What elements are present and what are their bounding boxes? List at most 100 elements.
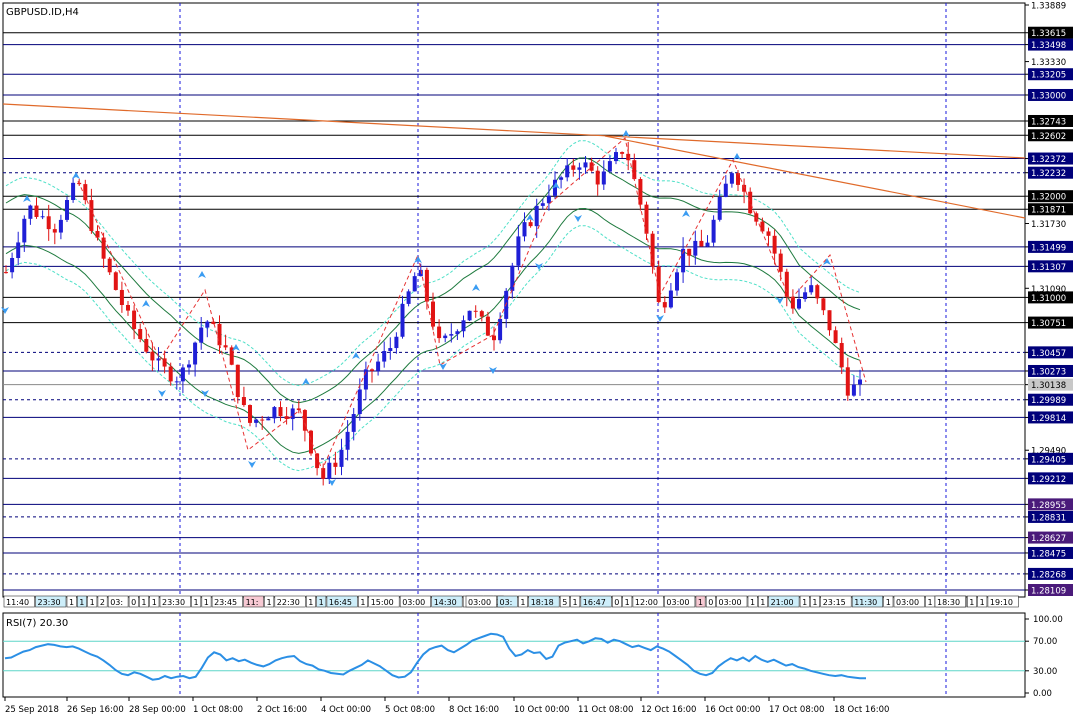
bear-candle bbox=[211, 321, 216, 324]
bear-candle bbox=[424, 269, 429, 302]
bear-candle bbox=[34, 205, 39, 217]
time-axis-label: 4 Oct 00:00 bbox=[321, 705, 371, 715]
bull-candle bbox=[522, 222, 527, 237]
fractal-up-arrow bbox=[733, 153, 741, 160]
session-tag-label: 18:18 bbox=[531, 598, 554, 607]
bull-candle bbox=[540, 203, 545, 206]
time-axis-label: 1 Oct 08:00 bbox=[193, 705, 243, 715]
bull-candle bbox=[461, 320, 466, 332]
bear-candle bbox=[431, 301, 435, 327]
price-label-badge bbox=[1028, 546, 1073, 559]
price-label-badge bbox=[1028, 129, 1073, 142]
price-label-badge bbox=[1028, 203, 1073, 216]
session-tag bbox=[66, 595, 77, 608]
price-axis-label: 1.29490 bbox=[1031, 447, 1066, 457]
bull-candle bbox=[559, 177, 564, 180]
session-tag-label: 03: bbox=[110, 598, 123, 607]
price-axis-label: 1.33498 bbox=[1031, 41, 1066, 51]
session-tag bbox=[274, 595, 306, 608]
fractal-up-arrow bbox=[198, 271, 206, 278]
session-tag bbox=[107, 595, 129, 608]
bear-candle bbox=[437, 326, 442, 339]
bull-candle bbox=[729, 173, 734, 184]
price-axis-label: 1.31307 bbox=[1031, 263, 1066, 273]
fractal-up-arrow bbox=[352, 352, 360, 359]
session-tag-label: 1 bbox=[698, 598, 703, 607]
price-label-badge bbox=[1028, 364, 1073, 377]
bear-candle bbox=[309, 430, 313, 454]
price-axis-label: 1.30138 bbox=[1031, 381, 1066, 391]
bear-candle bbox=[485, 316, 490, 336]
bear-candle bbox=[766, 231, 771, 236]
session-tag-label: 22:30 bbox=[277, 598, 300, 607]
session-tag bbox=[243, 595, 264, 608]
bear-candle bbox=[83, 184, 88, 201]
session-tag-label: 2 bbox=[100, 598, 105, 607]
session-tag bbox=[159, 595, 191, 608]
rsi-axis-label: 30.00 bbox=[1033, 667, 1057, 677]
price-axis-label: 1.31090 bbox=[1031, 285, 1066, 295]
price-axis-label: 1.32602 bbox=[1031, 132, 1066, 142]
session-tag bbox=[465, 595, 497, 608]
bear-candle bbox=[113, 272, 118, 290]
fractal-up-arrow bbox=[72, 172, 80, 179]
session-tag bbox=[305, 595, 316, 608]
time-axis-label: 10 Oct 00:00 bbox=[514, 705, 569, 715]
fractal-down-arrow bbox=[439, 363, 447, 370]
bear-candle bbox=[302, 410, 307, 431]
bull-candle bbox=[534, 205, 539, 227]
session-tag bbox=[201, 595, 212, 608]
session-tag-label: 11:30 bbox=[854, 598, 877, 607]
bear-candle bbox=[699, 240, 704, 247]
session-tag bbox=[87, 595, 98, 608]
fractal-up-arrow bbox=[23, 195, 31, 202]
session-tag bbox=[799, 595, 810, 608]
bear-candle bbox=[839, 343, 844, 368]
session-tag-label: 1 bbox=[520, 598, 525, 607]
bear-candle bbox=[736, 173, 740, 185]
bear-candle bbox=[235, 364, 240, 398]
price-axis-label: 1.30751 bbox=[1031, 319, 1066, 329]
session-tag-label: 1 bbox=[141, 598, 146, 607]
bull-candle bbox=[565, 165, 570, 178]
bear-candle bbox=[656, 266, 661, 303]
time-axis-label: 26 Sep 16:00 bbox=[67, 705, 124, 715]
session-tag-label: 1 bbox=[812, 598, 817, 607]
zigzag-line bbox=[77, 137, 867, 472]
bear-candle bbox=[626, 153, 631, 161]
bull-candle bbox=[394, 336, 399, 349]
session-tag bbox=[757, 595, 768, 608]
session-tag-label: 1 bbox=[625, 598, 630, 607]
band-outer-upper-line bbox=[5, 140, 861, 387]
session-tag bbox=[695, 595, 706, 608]
bull-candle bbox=[546, 195, 551, 204]
session-tag-label: 12:00 bbox=[635, 598, 658, 607]
bear-candle bbox=[650, 233, 655, 267]
bear-candle bbox=[778, 253, 783, 272]
bear-candle bbox=[217, 323, 222, 346]
fractal-up-arrow bbox=[823, 258, 831, 265]
price-label-badge bbox=[1028, 498, 1073, 511]
session-tag bbox=[191, 595, 202, 608]
bull-candle bbox=[58, 219, 63, 233]
bull-candle bbox=[180, 367, 185, 382]
fractal-down-arrow bbox=[328, 479, 336, 486]
session-tag bbox=[316, 595, 327, 608]
bull-candle bbox=[16, 242, 21, 259]
price-axis-label: 1.28831 bbox=[1031, 513, 1066, 523]
price-label-badge bbox=[1028, 38, 1073, 51]
bull-candle bbox=[193, 342, 198, 365]
session-tag-label: 23:30 bbox=[38, 598, 61, 607]
bull-candle bbox=[290, 408, 295, 420]
time-axis-label: 5 Oct 08:00 bbox=[385, 705, 435, 715]
session-tag bbox=[747, 595, 758, 608]
session-tag bbox=[211, 595, 243, 608]
bull-candle bbox=[717, 197, 722, 220]
bear-candle bbox=[107, 258, 112, 273]
session-tag bbox=[264, 595, 275, 608]
session-tag bbox=[3, 595, 35, 608]
time-axis-label: 2 Oct 16:00 bbox=[257, 705, 307, 715]
session-tag-label: 1 bbox=[573, 598, 578, 607]
